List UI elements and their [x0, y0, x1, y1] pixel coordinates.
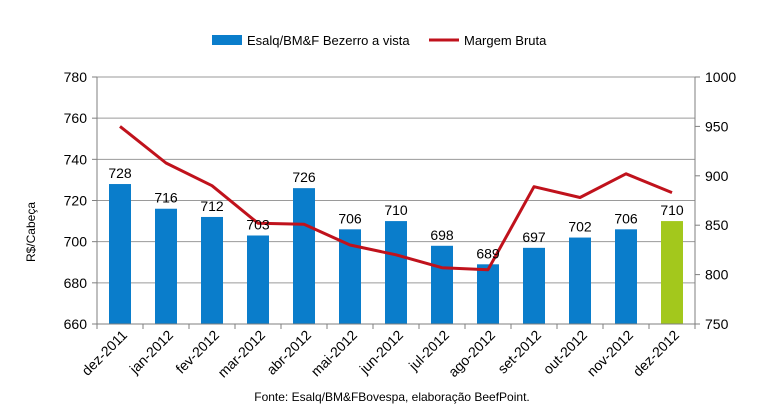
x-tick-label: jul-2012: [405, 327, 452, 374]
line-series: [119, 125, 673, 272]
bar: [661, 221, 683, 324]
bars: [109, 184, 683, 324]
bar-value-label: 706: [614, 210, 638, 226]
y-tick-label: 760: [64, 110, 88, 126]
bar: [155, 208, 177, 324]
y-tick-label: 720: [64, 193, 88, 209]
bar: [109, 184, 131, 324]
y2-tick-label: 800: [705, 267, 729, 283]
bar-value-label: 710: [660, 202, 684, 218]
bar-value-label: 726: [292, 169, 316, 185]
bar-value-label: 697: [522, 229, 546, 245]
y-axis-title: R$/Cabeça: [24, 202, 38, 262]
x-tick-label: out-2012: [540, 327, 591, 378]
bar-value-label: 703: [246, 216, 270, 232]
bar: [615, 229, 637, 324]
x-tick-label: mar-2012: [214, 327, 268, 381]
y-tick-label: 700: [64, 234, 88, 250]
x-tick-label: jan-2012: [126, 327, 177, 378]
bar-value-label: 702: [568, 219, 592, 235]
bar: [523, 247, 545, 324]
bar: [293, 188, 315, 324]
y-tick-label: 780: [64, 69, 88, 85]
source-note: Fonte: Esalq/BM&FBovespa, elaboração Bee…: [254, 390, 530, 404]
bar-value-label: 698: [430, 227, 454, 243]
bar: [201, 216, 223, 324]
y2-tick-label: 850: [705, 217, 729, 233]
y2-tick-label: 1000: [705, 69, 736, 85]
x-tick-label: mai-2012: [308, 327, 361, 380]
margem-bruta-line: [119, 125, 673, 272]
legend-line-label: Margem Bruta: [464, 33, 547, 48]
bar-value-label: 728: [108, 165, 132, 181]
bar: [385, 221, 407, 324]
x-tick-label: dez-2011: [78, 327, 130, 379]
bar-value-label: 689: [476, 245, 500, 261]
bar: [431, 245, 453, 324]
legend-bar-label: Esalq/BM&F Bezerro a vista: [247, 33, 410, 48]
bar: [477, 264, 499, 324]
bar-value-label: 710: [384, 202, 408, 218]
x-tick-label: dez-2012: [630, 327, 683, 380]
x-tick-label: abr-2012: [263, 327, 314, 378]
y2-tick-label: 950: [705, 118, 729, 134]
y-tick-label: 660: [64, 316, 88, 332]
x-tick-label: nov-2012: [584, 327, 637, 380]
x-tick-label: set-2012: [494, 327, 544, 377]
y2-tick-label: 750: [705, 316, 729, 332]
bar-value-label: 712: [200, 198, 224, 214]
bar-value-label: 716: [154, 190, 178, 206]
bar: [569, 237, 591, 324]
y-tick-label: 680: [64, 275, 88, 291]
y2-tick-label: 900: [705, 168, 729, 184]
data-labels: 728 716 712 703 726 706 710 698 689 697 702 706 710: [108, 165, 684, 261]
legend-bar-swatch: [212, 35, 242, 45]
bar: [339, 229, 361, 324]
legend: Esalq/BM&F Bezerro a vista Margem Bruta: [212, 33, 547, 48]
x-tick-label: ago-2012: [445, 327, 498, 380]
y-tick-label: 740: [64, 151, 88, 167]
bar-value-label: 706: [338, 210, 362, 226]
bar: [247, 235, 269, 324]
x-tick-label: jun-2012: [356, 327, 407, 378]
